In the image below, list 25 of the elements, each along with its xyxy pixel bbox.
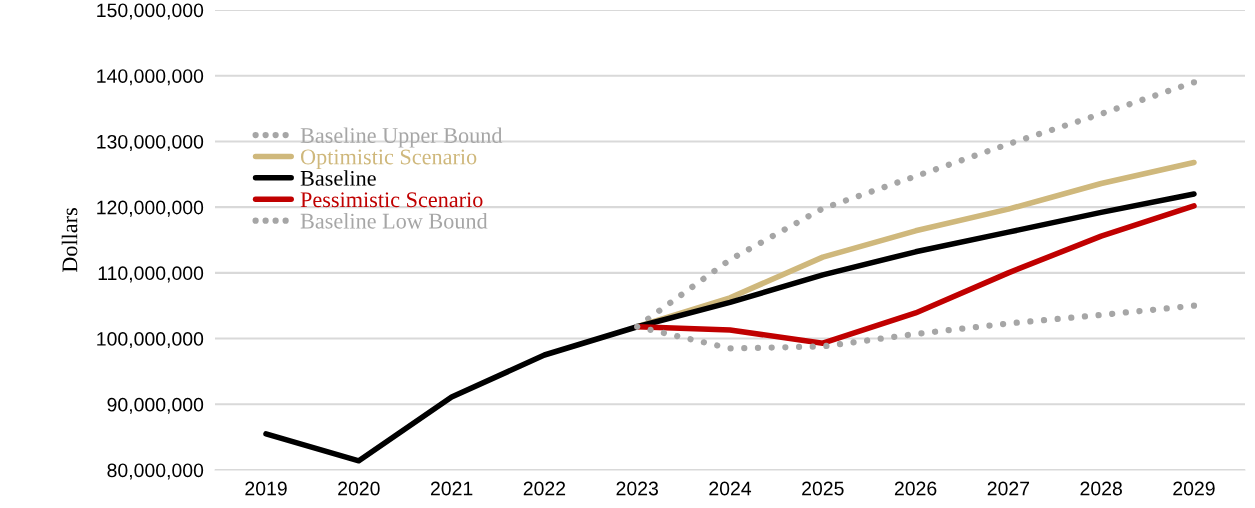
x-tick-label: 2026 [894,481,937,496]
x-tick-label: 2020 [338,481,380,496]
x-tick-label: 2025 [802,481,844,496]
x-tick-label: 2023 [616,481,658,496]
x-tick-label: 2029 [1173,481,1215,496]
legend-label: Baseline [300,170,376,186]
legend-label: Baseline Upper Bound [300,127,503,148]
x-tick-label: 2021 [430,481,473,496]
legend-label: Baseline Low Bound [300,212,488,229]
x-tick-label: 2027 [987,481,1030,496]
y-tick-label: 140,000,000 [97,69,204,86]
x-tick-label: 2019 [245,481,287,496]
y-tick-label: 80,000,000 [107,463,204,480]
y-tick-label: 120,000,000 [97,200,204,217]
legend-label: Optimistic Scenario [300,149,477,169]
x-tick-label: 2024 [709,481,752,496]
x-tick-label: 2028 [1080,481,1122,496]
y-tick-label: 110,000,000 [98,266,204,283]
y-tick-label: 90,000,000 [107,397,204,414]
y-tick-label: 100,000,000 [97,332,204,349]
y-tick-label: 150,000,000 [97,3,204,20]
x-tick-label: 2022 [523,481,566,496]
legend-label: Pessimistic Scenario [300,192,483,208]
y-tick-label: 130,000,000 [97,134,204,151]
y-axis-title: Dollars [61,208,78,273]
